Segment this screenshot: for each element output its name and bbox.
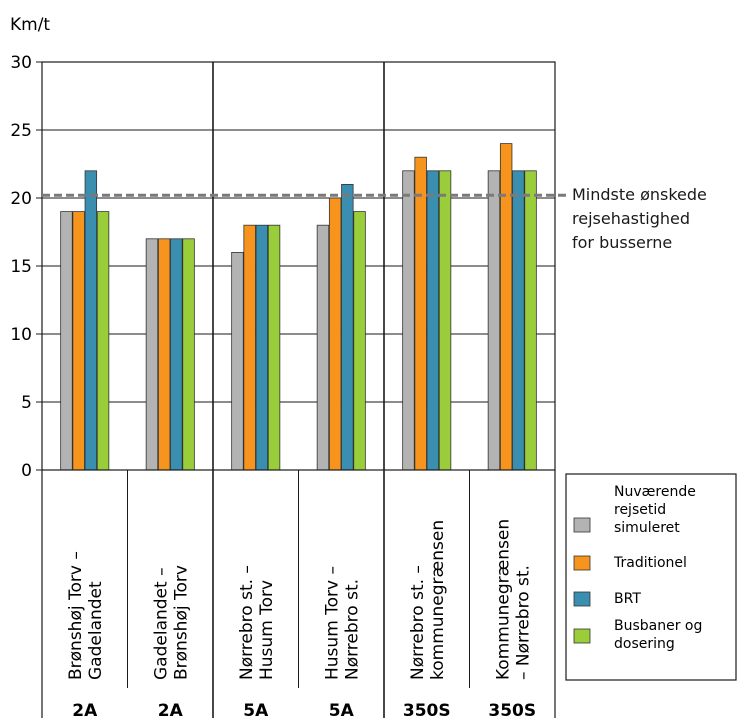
plot-frame [41, 61, 556, 718]
y-tick-label: 15 [10, 257, 32, 277]
legend-label: Busbaner og [614, 618, 702, 634]
route-label: 2A [72, 701, 98, 721]
legend-label: Nuværende [614, 484, 696, 500]
category-label: Nørrebro st. – Husum Torv [237, 565, 277, 680]
bar [182, 238, 195, 471]
bar [267, 224, 281, 471]
category-label-line: Brønshøj Torv [171, 565, 191, 680]
legend-label: simuleret [614, 520, 680, 536]
bar [145, 238, 159, 471]
y-axis-label: Km/t [10, 15, 50, 35]
legend-swatch [573, 517, 591, 533]
y-tick-label: 30 [10, 53, 32, 73]
y-tick-label: 5 [21, 393, 32, 413]
bar [255, 224, 269, 471]
bar [499, 143, 513, 471]
route-label: 350S [488, 701, 536, 721]
category-label-line: Kommunegrænsen [493, 519, 513, 680]
route-label: 5A [243, 701, 269, 721]
bar [438, 170, 452, 471]
bar [170, 238, 183, 471]
reference-line-label: rejsehastighed [572, 209, 690, 228]
legend-label: dosering [614, 636, 675, 652]
reference-line: Mindste ønskede rejsehastighed for bussern… [42, 185, 707, 252]
category-label-line: Husum Torv [257, 580, 277, 680]
bar [426, 170, 440, 471]
category-label-line: – Nørrebro st. [513, 565, 533, 680]
y-tick-label: 0 [21, 461, 32, 481]
bar [487, 170, 501, 471]
route-label: 350S [403, 701, 451, 721]
legend-box [565, 473, 737, 681]
bar [328, 197, 342, 471]
legend-label: BRT [614, 591, 641, 607]
y-ticks: 0 5 10 15 20 25 30 [10, 53, 42, 481]
bars [60, 143, 537, 471]
category-label: Gadelandet – Brønshøj Torv [151, 565, 191, 680]
bar [402, 170, 415, 471]
y-tick-label: 20 [10, 189, 32, 209]
route-label: 2A [158, 701, 184, 721]
category-label-line: Nørrebro st. [342, 579, 362, 680]
legend-label: rejsetid [614, 502, 666, 518]
category-label: Nørrebro st. – kommunegrænsen [408, 520, 448, 680]
bar [231, 251, 244, 471]
category-label: Brønshøj Torv – Gadelandet [66, 551, 106, 680]
reference-line-label: Mindste ønskede [572, 185, 707, 204]
bar [524, 170, 537, 471]
bar [60, 211, 73, 471]
bar [341, 183, 354, 471]
category-label: Kommunegrænsen – Nørrebro st. [493, 519, 533, 680]
gridlines [42, 129, 555, 403]
legend-swatch [573, 628, 591, 644]
category-label-line: Nørrebro st. – [408, 565, 428, 680]
legend-swatch [573, 555, 591, 571]
bar [316, 224, 330, 471]
bar [414, 156, 427, 471]
category-label: Husum Torv – Nørrebro st. [322, 566, 362, 680]
y-tick-label: 10 [10, 325, 32, 345]
bar [353, 211, 366, 471]
category-label-line: Husum Torv – [322, 566, 342, 680]
category-label-line: Gadelandet – [151, 567, 171, 680]
category-label-line: Brønshøj Torv – [66, 551, 86, 680]
route-label: 5A [329, 701, 355, 721]
reference-line-label: for busserne [572, 233, 672, 252]
legend-label: Traditionel [613, 555, 687, 571]
y-tick-label: 25 [10, 121, 32, 141]
bar [243, 224, 256, 471]
legend-swatch [573, 591, 591, 607]
bar [72, 211, 85, 471]
bar [84, 170, 98, 471]
category-label-line: Gadelandet [86, 581, 106, 680]
legend: Nuværende rejsetid simuleret Traditionel BRT… [565, 473, 737, 681]
bar [157, 238, 171, 471]
category-label-line: kommunegrænsen [428, 520, 448, 680]
bar [512, 170, 525, 471]
category-label-line: Nørrebro st. – [237, 565, 257, 680]
bar [96, 211, 110, 471]
